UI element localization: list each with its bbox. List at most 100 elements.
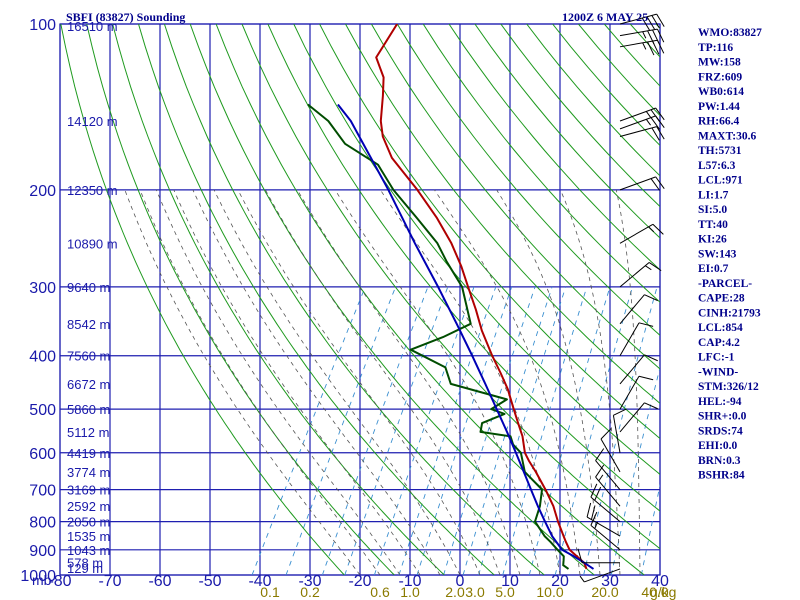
temperature-tick-label--50: -50 <box>198 573 221 590</box>
temperature-tick-label-40: 40 <box>651 573 669 590</box>
mixing-ratio-line <box>251 286 366 575</box>
mixing-ratio-line <box>462 286 553 575</box>
index-item: LCL:854 <box>698 322 743 334</box>
index-item: MW:158 <box>698 57 741 69</box>
wind-barb <box>619 354 658 385</box>
dry-adiabat <box>267 24 660 512</box>
index-item: WB0:614 <box>698 86 744 98</box>
dry-adiabat <box>422 24 660 303</box>
dry-adiabat <box>552 24 660 147</box>
index-item: SW:143 <box>698 248 737 260</box>
wind-barb <box>619 223 664 244</box>
pressure-tick-label-800: 800 <box>29 515 56 532</box>
index-item: LCL:971 <box>698 175 743 187</box>
pressure-tick-label-400: 400 <box>29 349 56 366</box>
mixing-ratio-line <box>583 286 658 575</box>
index-item: EI:0.7 <box>698 263 729 275</box>
grid-layer <box>59 23 661 576</box>
index-item: BSHR:84 <box>698 470 745 482</box>
mixing-ratio-line <box>285 286 397 575</box>
wind-barb <box>619 115 665 130</box>
mixing-ratio-label: 10.0 <box>536 584 563 600</box>
mixing-ratio-label: 2.0 <box>445 584 465 600</box>
observation-time: 1200Z 6 MAY 25 <box>562 10 648 24</box>
wind-barb <box>619 13 665 31</box>
pressure-tick-label-700: 700 <box>29 483 56 500</box>
stability-indices-panel: WMO:83827 TP:116 MW:158 FRZ:609 WB0:614 PW:1.… <box>698 27 762 482</box>
temperature-tick-label--80: -80 <box>48 573 71 590</box>
index-item: MAXT:30.6 <box>698 130 756 142</box>
parcel-profile-line <box>337 103 595 570</box>
index-item: PW:1.44 <box>698 101 740 113</box>
height-label: 2592 m <box>67 499 110 514</box>
height-label: 12350 m <box>67 183 118 198</box>
index-item: SHR+:0.0 <box>698 411 747 423</box>
pressure-tick-label-500: 500 <box>29 402 56 419</box>
height-label: 2050 m <box>67 515 110 530</box>
moist-adiabat <box>213 189 461 575</box>
index-item: HEL:-94 <box>698 396 742 408</box>
station-title: SBFI (83827) Sounding <box>66 10 185 24</box>
dry-adiabat <box>293 24 660 476</box>
sounding-profiles <box>307 24 595 570</box>
index-item: CAPE:28 <box>698 293 745 305</box>
moist-adiabat <box>192 189 441 575</box>
wind-barb <box>619 375 654 410</box>
pressure-tick-label-200: 200 <box>29 183 56 200</box>
temperature-tick-label--10: -10 <box>398 573 421 590</box>
height-label: 3774 m <box>67 465 110 480</box>
index-item: CINH:21793 <box>698 307 761 319</box>
moist-adiabat <box>560 189 621 575</box>
dry-adiabat <box>112 24 445 575</box>
height-label: 5860 m <box>67 402 110 417</box>
height-label: 16510 m <box>67 19 118 34</box>
index-item: L57:6.3 <box>698 160 736 172</box>
temperature-tick-label-20: 20 <box>551 573 569 590</box>
mixing-ratio-line <box>344 286 449 575</box>
index-item: KI:26 <box>698 234 727 246</box>
mixing-ratio-label: 3.0 <box>465 584 485 600</box>
wind-barb <box>590 511 621 551</box>
wind-barb <box>619 294 658 325</box>
moist-adiabats <box>124 189 641 575</box>
temperature-profile-line <box>375 24 588 570</box>
dry-adiabat <box>189 24 595 575</box>
wind-barb <box>600 428 621 473</box>
temperature-tick-label--40: -40 <box>248 573 271 590</box>
moist-adiabat <box>139 189 381 575</box>
wind-barb <box>612 408 627 453</box>
mixing-ratio-line <box>478 286 567 575</box>
index-item: BRN:0.3 <box>698 455 741 467</box>
wind-barb <box>590 483 621 522</box>
index-item: CAP:4.2 <box>698 337 740 349</box>
index-item: TP:116 <box>698 42 733 54</box>
wind-barb <box>577 548 620 564</box>
dry-adiabat <box>86 24 395 575</box>
mixing-ratio-line <box>443 286 536 575</box>
mixing-ratio-label: 0.2 <box>300 584 320 600</box>
mixing-ratio-unit-label: g/kg <box>650 584 676 600</box>
height-label: 9640 m <box>67 280 110 295</box>
height-label: 578 m <box>67 556 103 571</box>
index-item: LI:1.7 <box>698 189 729 201</box>
mixing-ratio-label: 40.0 <box>641 584 668 600</box>
moist-adiabat <box>124 189 361 575</box>
moist-adiabat <box>380 189 561 575</box>
dewpoint-profile-line <box>307 103 570 570</box>
mixing-ratio-line <box>398 286 497 575</box>
index-item: STM:326/12 <box>698 381 759 393</box>
index-item: FRZ:609 <box>698 71 742 83</box>
mixing-ratio-line <box>528 286 611 575</box>
moist-adiabat <box>173 189 421 575</box>
moist-adiabat <box>265 189 501 575</box>
pressure-tick-label-100: 100 <box>29 17 56 34</box>
temperature-tick-label--20: -20 <box>348 573 371 590</box>
wind-barb <box>619 262 662 288</box>
mixing-ratio-label: 20.0 <box>591 584 618 600</box>
dry-adiabat <box>138 24 495 575</box>
wind-barb <box>619 39 665 56</box>
index-item: EHI:0.0 <box>698 440 738 452</box>
wind-barb <box>619 176 665 191</box>
